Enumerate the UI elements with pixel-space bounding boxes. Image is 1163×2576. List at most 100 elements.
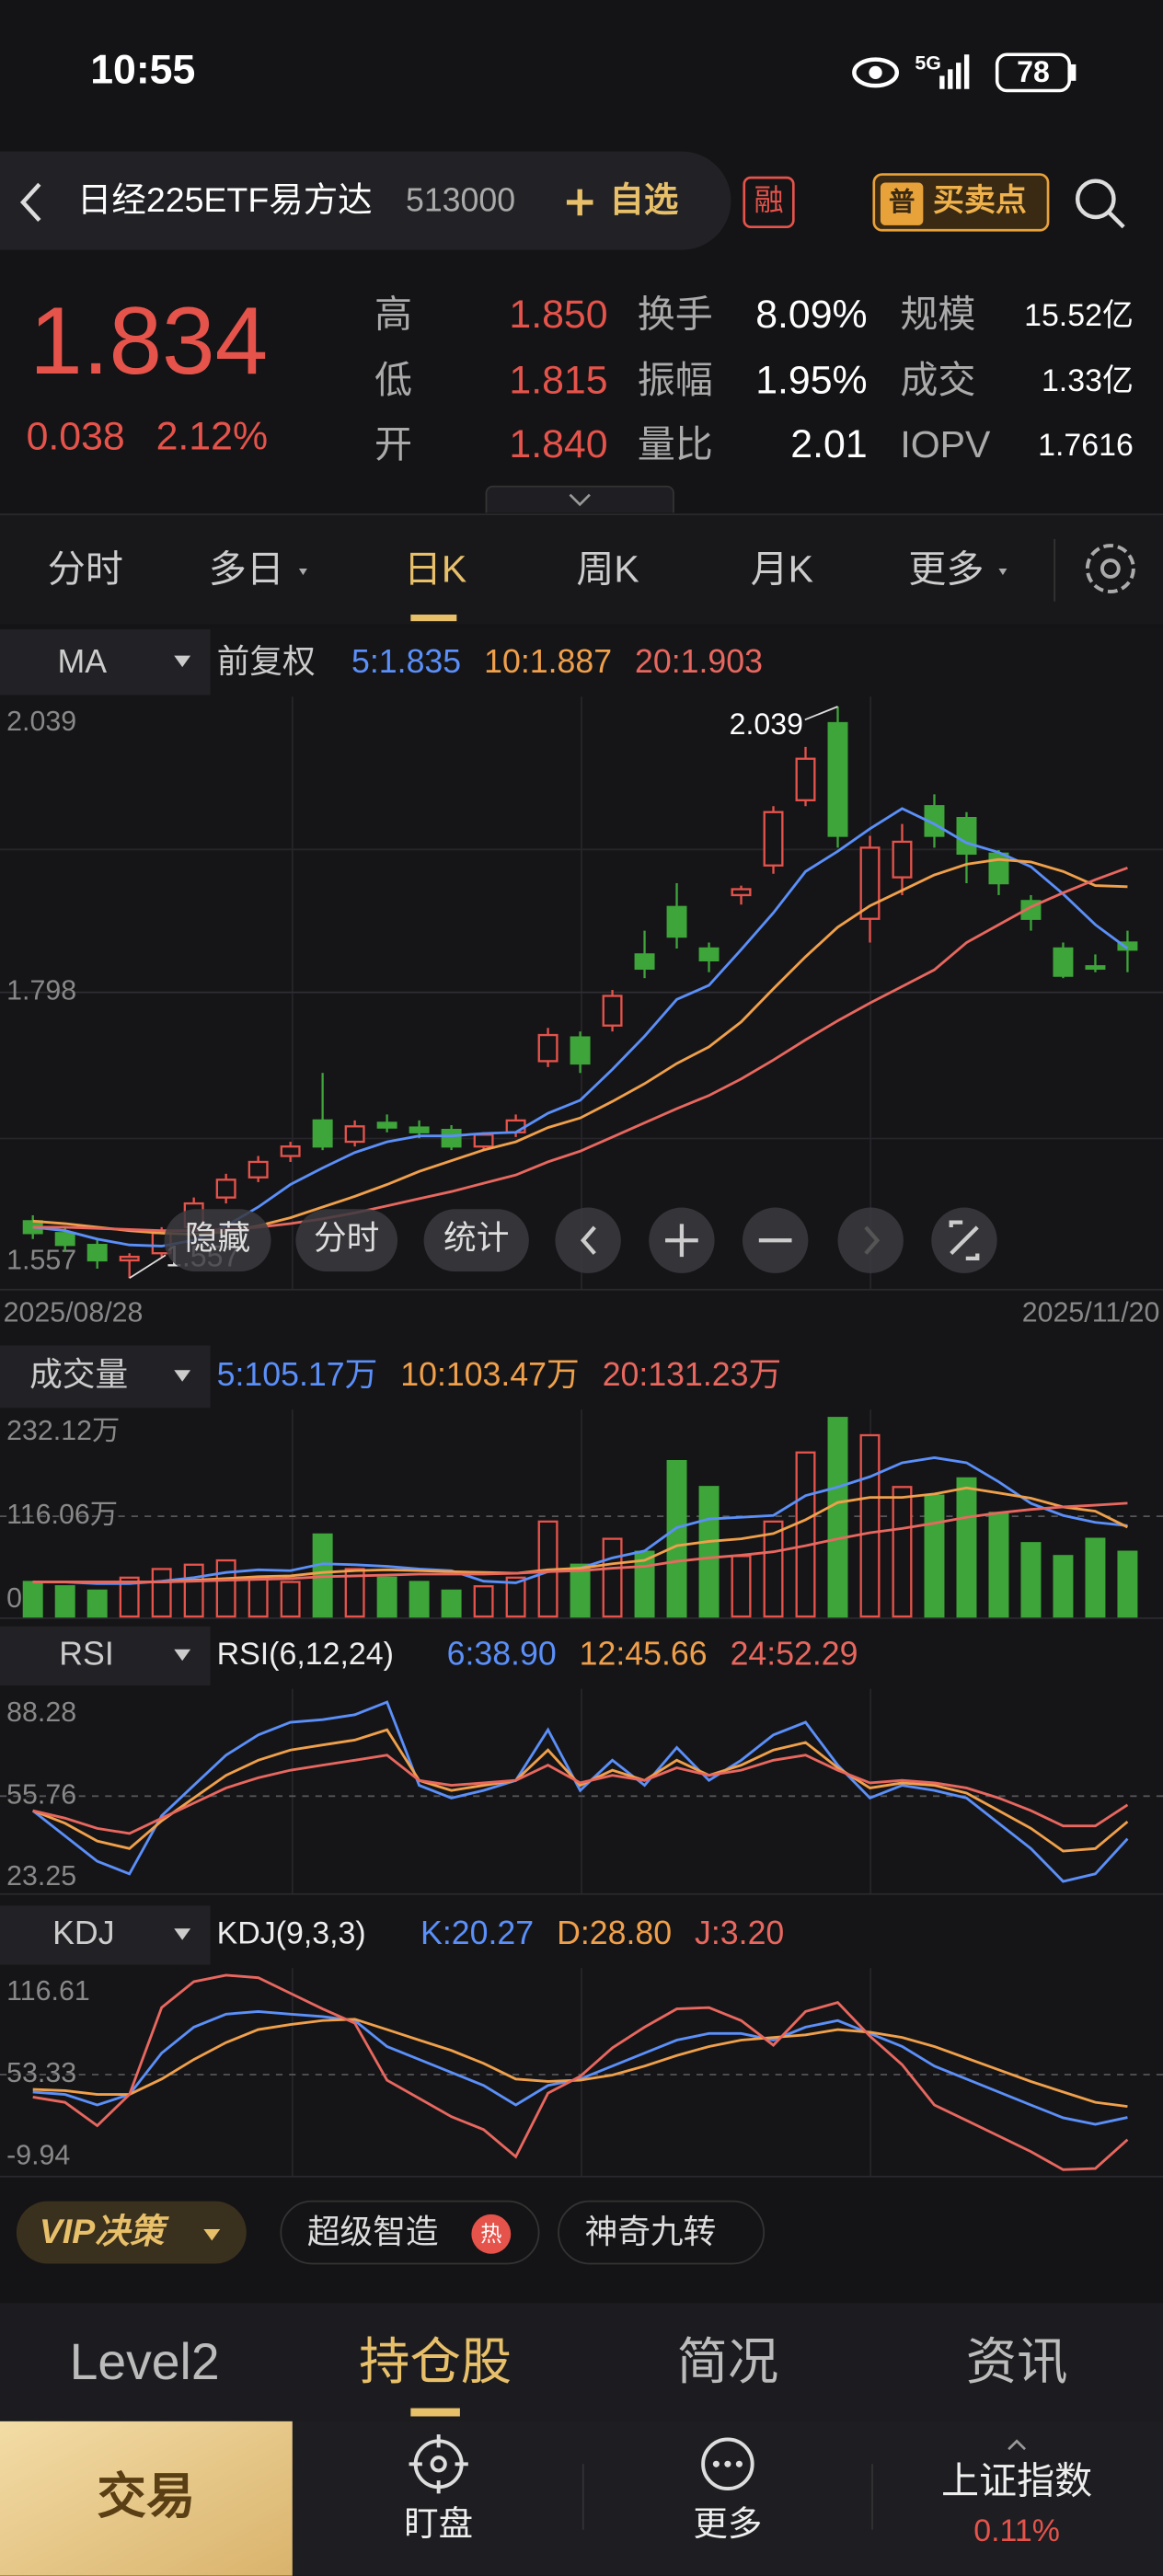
stat-value: 15.52亿 xyxy=(1024,298,1134,333)
high-annotation: 2.039 xyxy=(730,707,803,741)
vip-item[interactable] xyxy=(280,2200,540,2265)
candle-body xyxy=(763,811,784,867)
toolbar-button[interactable] xyxy=(295,1209,398,1272)
margin-badge-text: 融 xyxy=(754,183,783,216)
volume-bar xyxy=(570,1563,591,1618)
stat-label: 开 xyxy=(374,423,412,466)
stat-label: 规模 xyxy=(900,293,975,336)
toolbar-button[interactable] xyxy=(423,1209,529,1272)
candle-body xyxy=(215,1179,236,1199)
candle-body xyxy=(1053,947,1074,977)
volume-bar xyxy=(248,1576,269,1618)
stat-value: 1.33亿 xyxy=(1042,363,1134,398)
stat-value: 1.840 xyxy=(509,422,607,466)
indicator-line xyxy=(32,1728,1129,1853)
y-tick-label: 53.33 xyxy=(6,2058,76,2088)
volume-bar xyxy=(956,1477,977,1618)
watch-plus[interactable] xyxy=(566,189,593,216)
margin-badge xyxy=(743,176,795,229)
candle-body xyxy=(827,721,848,837)
period-tab[interactable]: 分时 xyxy=(48,547,123,590)
bottom-tab[interactable]: 资讯 xyxy=(966,2333,1068,2390)
candle-body xyxy=(344,1125,365,1144)
stat-value: 1.7616 xyxy=(1038,428,1134,463)
nav-item[interactable]: 更多 xyxy=(693,2504,762,2543)
high-pointer xyxy=(804,706,838,721)
low-pointer xyxy=(129,1254,167,1280)
volume-bar xyxy=(183,1563,204,1618)
candle-body xyxy=(666,905,687,938)
status-time: 10:55 xyxy=(90,48,195,93)
indicator-line xyxy=(32,1501,1128,1583)
nav-item[interactable]: 盯盘 xyxy=(404,2504,473,2543)
index-name[interactable]: 上证指数 xyxy=(941,2460,1092,2502)
signal-text: 买卖点 xyxy=(933,183,1027,218)
indicator-line xyxy=(32,1973,1129,2171)
candle-body xyxy=(312,1119,333,1148)
y-tick-label: 88.28 xyxy=(6,1697,76,1728)
volume-bar xyxy=(763,1520,784,1618)
legend-entry: 10:103.47万 xyxy=(400,1356,579,1393)
kdj-selector[interactable] xyxy=(0,1905,211,1965)
stat-label: 量比 xyxy=(638,423,713,466)
back-button[interactable] xyxy=(19,182,41,223)
indicator-line xyxy=(31,1700,1129,1883)
settings-button[interactable] xyxy=(1085,544,1135,593)
period-tab[interactable]: 周K xyxy=(576,547,639,590)
legend-entry: J:3.20 xyxy=(695,1915,784,1951)
candle-body xyxy=(988,852,1009,885)
legend-entry: 12:45.66 xyxy=(580,1635,708,1672)
bottom-tab-underline xyxy=(410,2408,460,2417)
candle-body xyxy=(537,1033,558,1063)
period-tab[interactable]: 更多 xyxy=(908,547,984,590)
candle-body xyxy=(892,840,913,879)
signal-icon xyxy=(880,182,924,225)
volume-bar xyxy=(54,1585,75,1618)
bottom-tabs xyxy=(0,2303,1163,2421)
legend-entry: 20:131.23万 xyxy=(603,1356,781,1393)
stat-label: 低 xyxy=(374,359,412,401)
toolbar-icon-button[interactable] xyxy=(837,1207,904,1273)
vip-button[interactable] xyxy=(16,2201,247,2264)
period-tab[interactable]: 月K xyxy=(751,547,813,590)
volume-bar xyxy=(22,1581,43,1618)
trade-button[interactable] xyxy=(0,2421,293,2576)
expand-tab[interactable] xyxy=(485,485,674,513)
bottom-tab[interactable]: Level2 xyxy=(70,2333,220,2390)
toolbar-icon-button[interactable] xyxy=(555,1207,621,1273)
tabs-bar xyxy=(0,514,1163,625)
vip-item[interactable] xyxy=(558,2200,766,2265)
bottom-tab[interactable]: 简况 xyxy=(677,2333,779,2390)
price: 1.834 xyxy=(29,287,268,394)
toolbar-icon xyxy=(864,1225,881,1255)
rsi-selector[interactable] xyxy=(0,1626,211,1686)
volume-bar xyxy=(988,1512,1009,1618)
adjust-label: 前复权 xyxy=(217,643,316,680)
period-tab[interactable]: 日K xyxy=(404,547,466,590)
index-change: 0.11% xyxy=(973,2513,1060,2548)
stat-value: 2.01 xyxy=(790,422,867,466)
watch-button[interactable]: 自选 xyxy=(609,180,678,219)
bottom-tab[interactable]: 持仓股 xyxy=(359,2333,512,2390)
candle-body xyxy=(570,1036,591,1065)
volume-bar xyxy=(1020,1542,1042,1618)
stat-label: 成交 xyxy=(900,359,975,401)
tab-underline xyxy=(410,615,457,622)
legend-entry: 5:1.835 xyxy=(351,643,461,680)
candle-body xyxy=(248,1160,269,1179)
hot-badge xyxy=(471,2214,512,2254)
volume-selector[interactable] xyxy=(0,1345,211,1409)
volume-bar xyxy=(602,1537,623,1618)
stat-value: 1.850 xyxy=(509,293,607,337)
volume-bar xyxy=(441,1589,462,1618)
legend-entry: 10:1.887 xyxy=(484,643,612,680)
ma-selector[interactable] xyxy=(0,629,211,696)
header-pill xyxy=(0,151,731,250)
candle-body xyxy=(731,888,752,897)
y-tick-label: -9.94 xyxy=(6,2140,70,2170)
toolbar-button[interactable] xyxy=(164,1209,271,1272)
y-tick-label: 0 xyxy=(6,1583,22,1614)
search-button[interactable] xyxy=(1075,178,1125,229)
period-tab[interactable]: 多日 xyxy=(209,547,284,590)
toolbar-icon xyxy=(580,1225,596,1255)
